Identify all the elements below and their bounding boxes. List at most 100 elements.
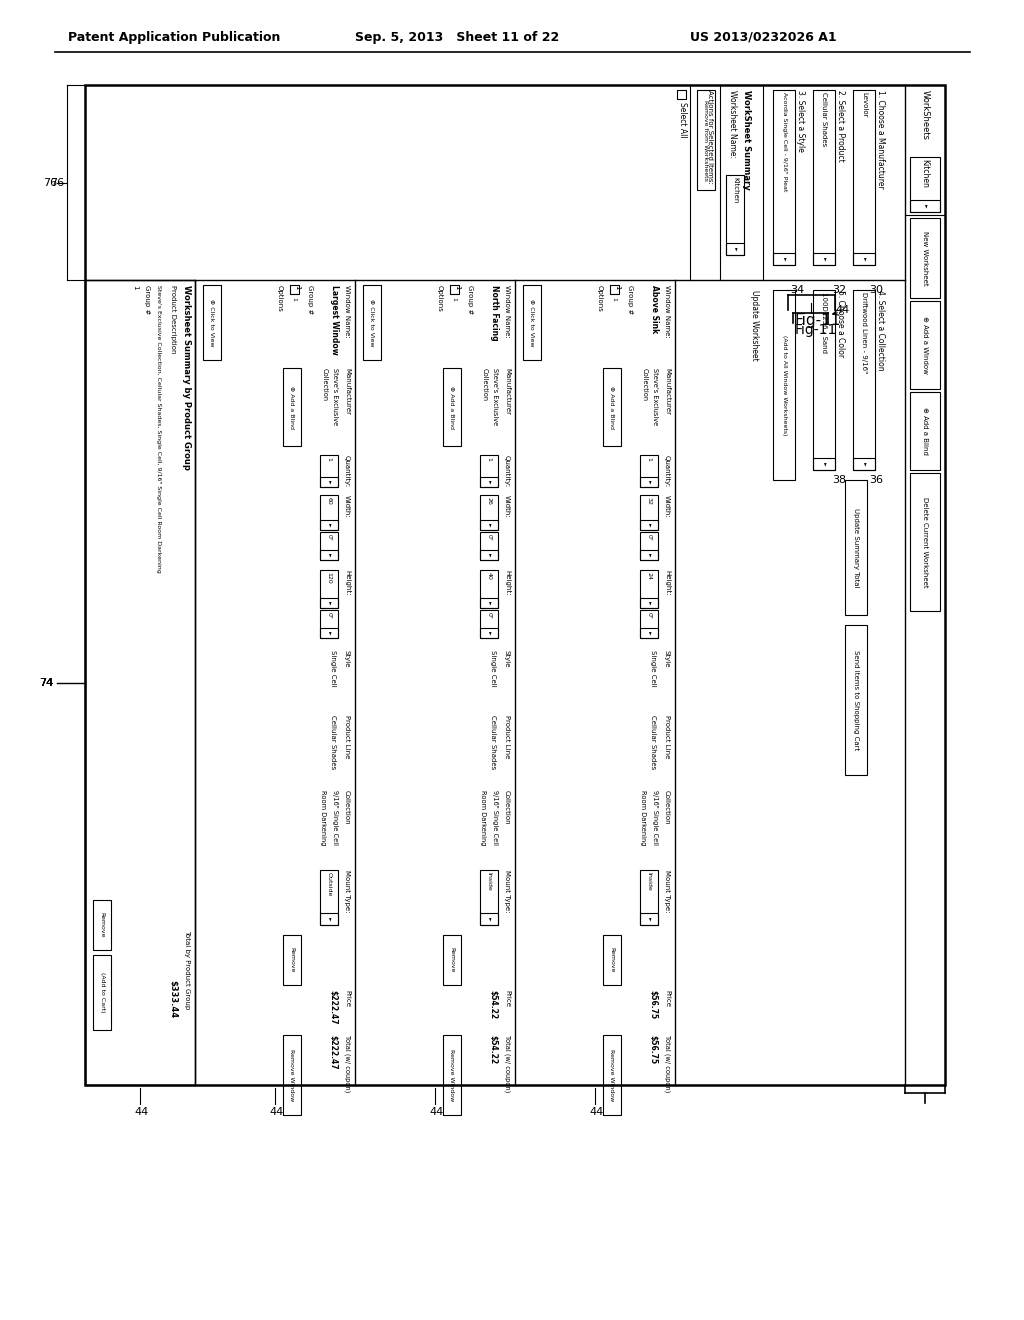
Text: Remove: Remove (99, 912, 104, 937)
Text: Cellular Shades: Cellular Shades (330, 715, 336, 770)
Text: ⊕ Add a Blind: ⊕ Add a Blind (609, 385, 614, 429)
Text: Delete Current Worksheet: Delete Current Worksheet (922, 496, 928, 587)
Bar (93, 900, 111, 950)
Text: 0": 0" (646, 612, 651, 619)
Text: Quantity:: Quantity: (504, 455, 510, 487)
Text: ►: ► (646, 601, 651, 605)
Bar (610, 285, 618, 294)
Text: 0": 0" (486, 535, 492, 541)
Text: 0": 0" (646, 535, 651, 541)
Text: 34: 34 (790, 285, 804, 294)
Text: ►: ► (781, 257, 786, 261)
Bar (203, 285, 221, 360)
Bar (726, 176, 744, 255)
Bar (443, 935, 461, 985)
Text: 32: 32 (646, 498, 651, 506)
Bar (319, 532, 338, 560)
Bar (480, 455, 498, 487)
Text: 1: 1 (454, 285, 460, 289)
Text: Worksheet Summary by Product Group: Worksheet Summary by Product Group (182, 285, 191, 470)
Bar (910, 301, 940, 389)
Text: Fig-11: Fig-11 (795, 313, 842, 327)
Bar (480, 610, 498, 638)
Text: Quantity:: Quantity: (344, 455, 350, 487)
Text: 0": 0" (327, 535, 332, 541)
Bar (813, 458, 835, 470)
Bar (910, 392, 940, 470)
Text: Height:: Height: (664, 570, 670, 595)
Text: ►: ► (486, 601, 492, 605)
Text: Window Name:: Window Name: (344, 285, 350, 338)
Bar (523, 285, 541, 360)
Text: Group #: Group # (627, 285, 633, 314)
Text: Remove: Remove (450, 948, 455, 973)
Text: Product Line: Product Line (344, 715, 350, 759)
Bar (480, 550, 498, 560)
Bar (319, 628, 338, 638)
Text: 24: 24 (646, 572, 651, 579)
Bar (640, 532, 658, 560)
Text: Levolor: Levolor (861, 92, 867, 117)
Text: Product Description: Product Description (170, 285, 176, 354)
Text: Driftwood Linen - 9/16": Driftwood Linen - 9/16" (861, 292, 867, 374)
Text: 30: 30 (869, 285, 883, 294)
Text: Kitchen: Kitchen (732, 177, 738, 203)
Text: 1: 1 (292, 297, 297, 301)
Text: Patent Application Publication: Patent Application Publication (68, 30, 281, 44)
Text: US 2013/0232026 A1: US 2013/0232026 A1 (690, 30, 837, 44)
Text: ►: ► (327, 553, 332, 557)
Text: Collection: Collection (642, 368, 648, 401)
Text: 3. Select a Style: 3. Select a Style (796, 90, 805, 152)
Bar (640, 495, 658, 531)
Text: $222.47: $222.47 (329, 1035, 338, 1069)
Bar (480, 913, 498, 925)
Bar (319, 870, 338, 925)
Bar (640, 598, 658, 609)
Text: ►: ► (646, 917, 651, 921)
Text: 2. Select a Product: 2. Select a Product (836, 90, 845, 162)
Bar (480, 598, 498, 609)
Text: 44: 44 (269, 1107, 284, 1117)
Bar (603, 935, 621, 985)
Text: Group #: Group # (307, 285, 313, 314)
Text: Remove: Remove (290, 948, 295, 973)
Text: 76: 76 (50, 178, 65, 187)
Text: 1: 1 (646, 457, 651, 461)
Text: Price: Price (664, 990, 670, 1007)
Text: Price: Price (504, 990, 510, 1007)
Text: ►: ► (327, 917, 332, 921)
Text: 32: 32 (831, 285, 846, 294)
Bar (362, 285, 381, 360)
Bar (319, 610, 338, 638)
Text: Room Darkening: Room Darkening (640, 789, 646, 846)
Text: ⊕ Click to View: ⊕ Click to View (210, 298, 214, 346)
Text: 1: 1 (611, 297, 616, 301)
Text: Cellular Shades: Cellular Shades (650, 715, 656, 770)
Bar (845, 480, 867, 615)
Text: Cellular Shades: Cellular Shades (821, 92, 827, 147)
Text: Product Line: Product Line (664, 715, 670, 759)
Text: Worksheet Name:: Worksheet Name: (728, 90, 737, 158)
Text: ►: ► (486, 480, 492, 484)
Text: 36: 36 (869, 475, 883, 484)
Bar (773, 290, 795, 480)
Text: 1: 1 (486, 457, 492, 461)
Text: Group #: Group # (467, 285, 473, 314)
Bar (93, 954, 111, 1030)
Bar (640, 455, 658, 487)
Bar (910, 201, 940, 213)
Bar (283, 368, 301, 446)
Bar (283, 1035, 301, 1115)
Bar (450, 285, 459, 294)
Bar (773, 253, 795, 265)
Text: Total by Product Group: Total by Product Group (184, 931, 190, 1010)
Text: ►: ► (327, 601, 332, 605)
Text: Update Worksheet: Update Worksheet (751, 290, 760, 360)
Text: Total (w/ coupon): Total (w/ coupon) (504, 1035, 510, 1093)
Text: Single Cell: Single Cell (650, 649, 656, 686)
Text: ►: ► (327, 480, 332, 484)
Text: $54.22: $54.22 (488, 990, 498, 1019)
Text: 0": 0" (486, 612, 492, 619)
Bar (283, 935, 301, 985)
Bar (85, 84, 945, 1085)
